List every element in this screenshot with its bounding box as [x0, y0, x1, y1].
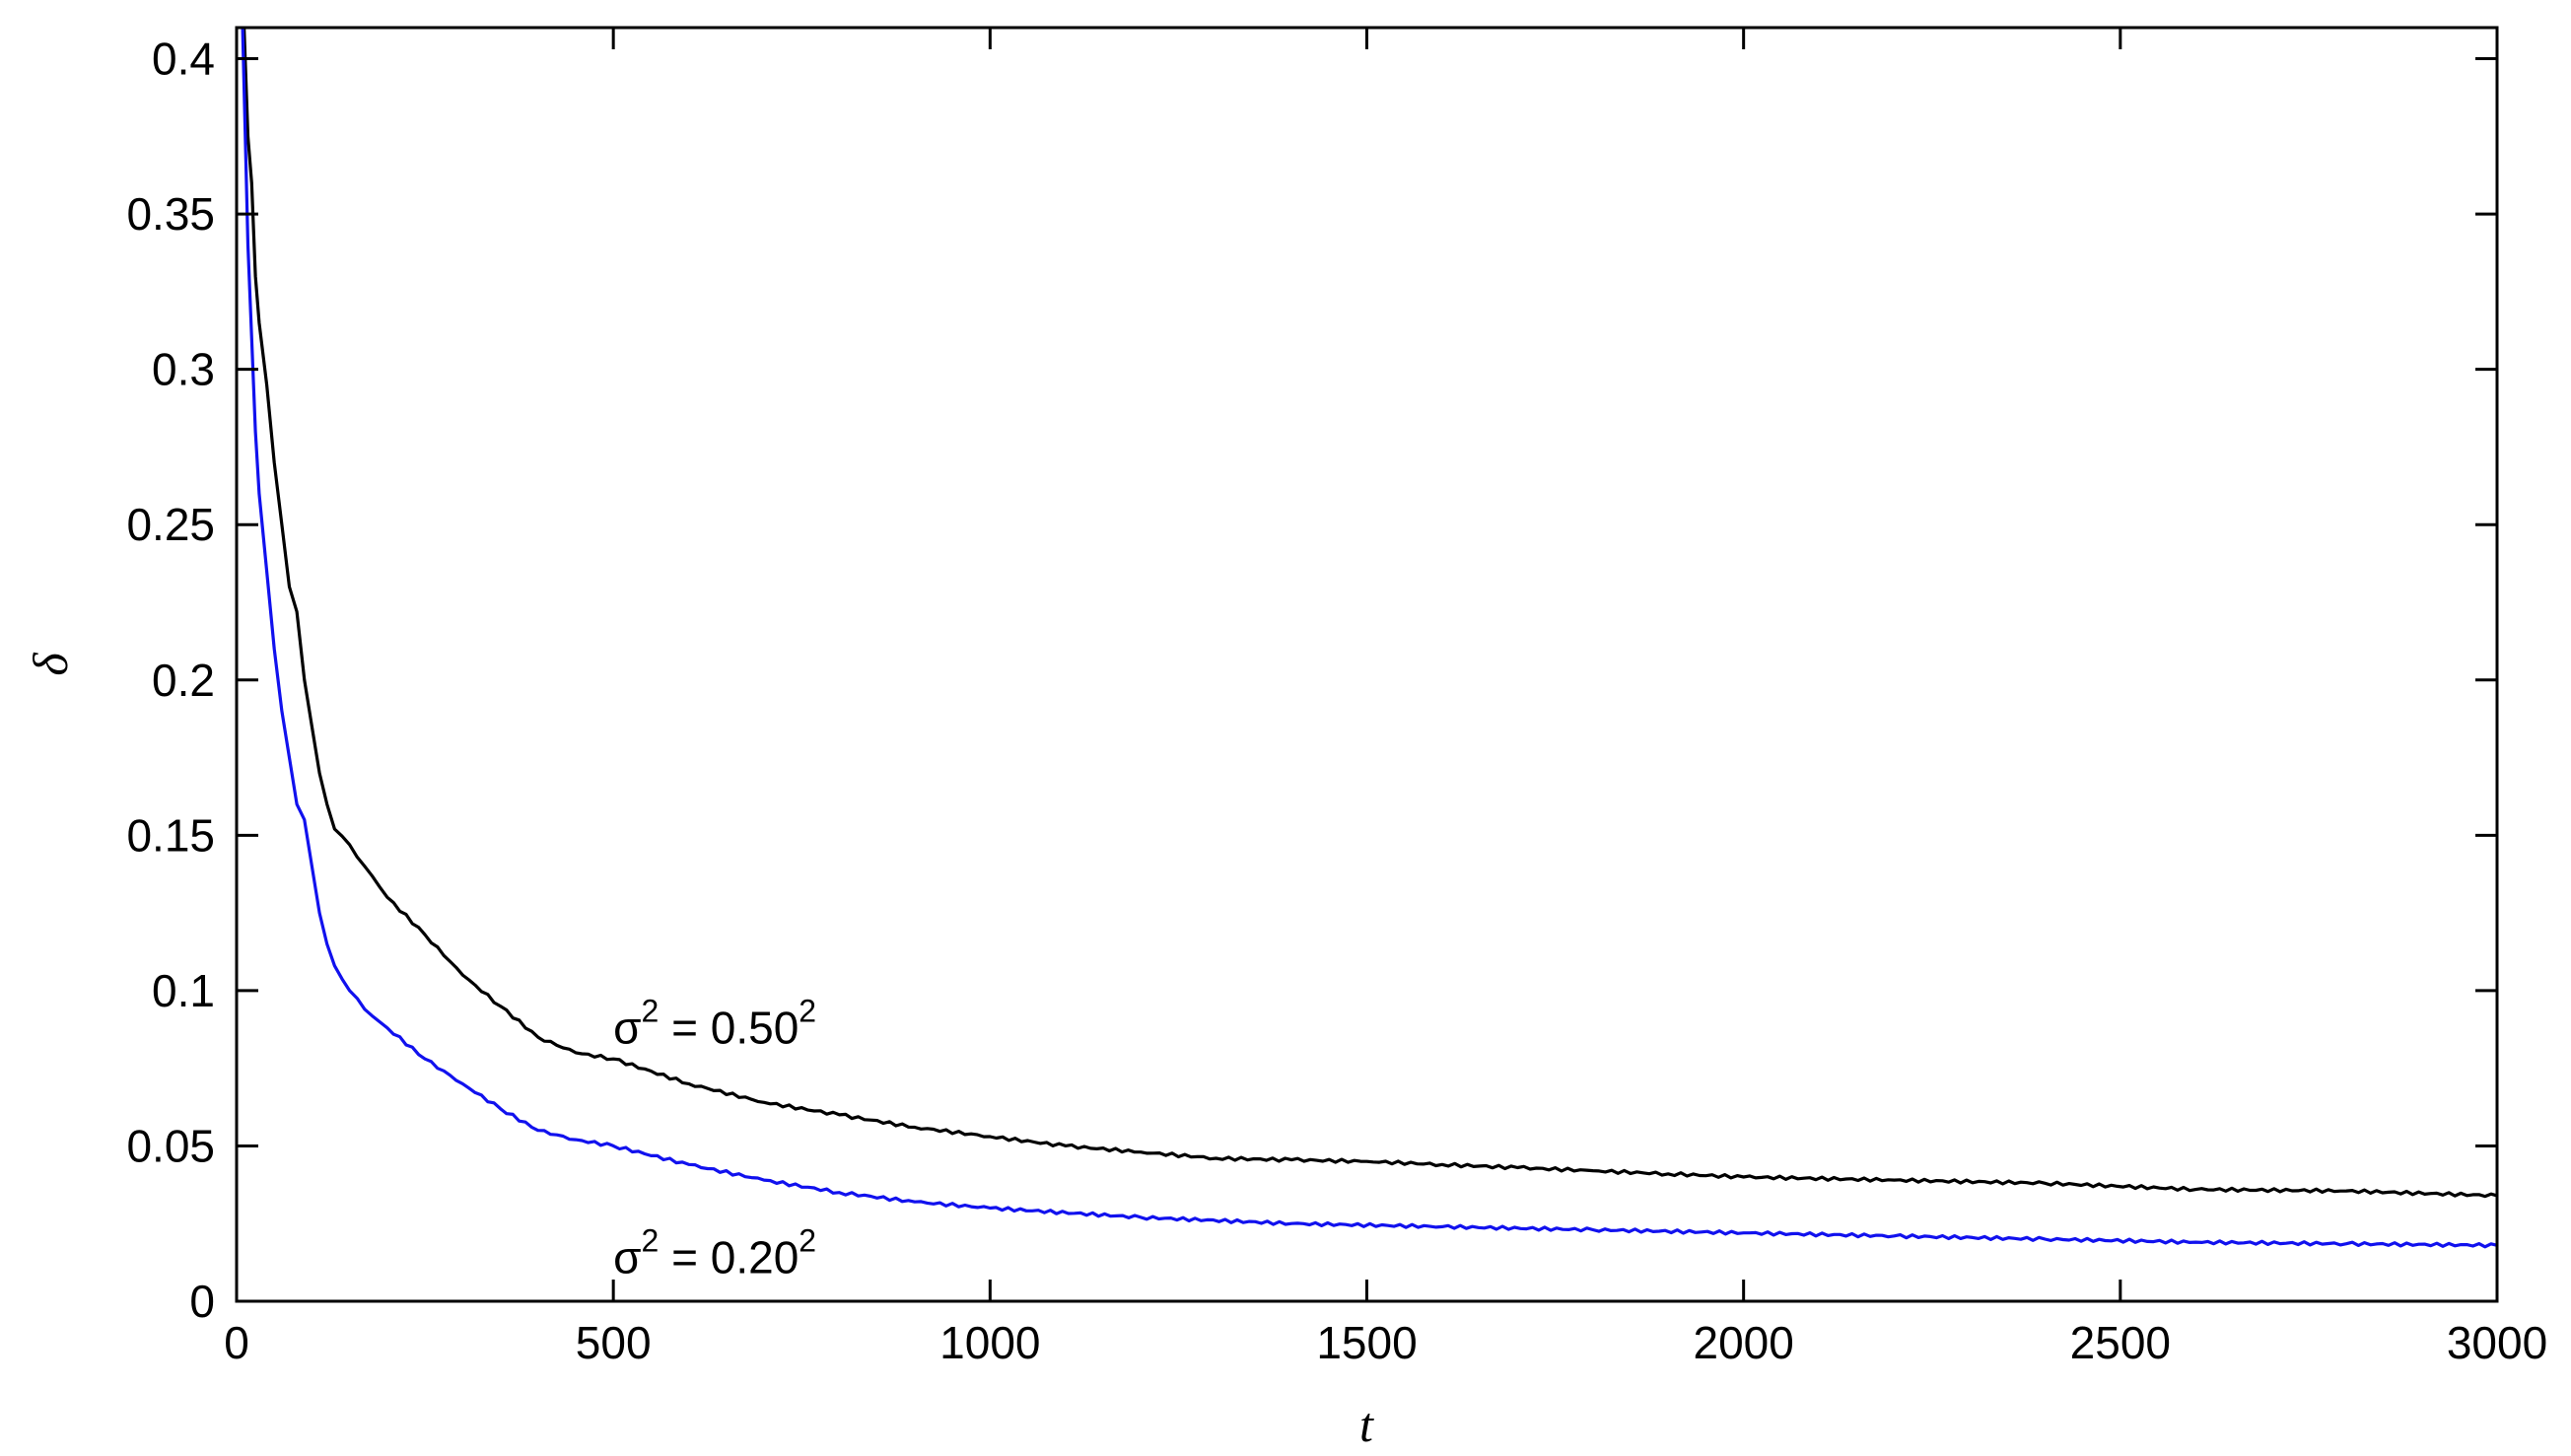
x-tick-label: 2500 — [2070, 1317, 2171, 1368]
series-annotation: σ2 = 0.202 — [613, 1223, 816, 1283]
plot-frame — [235, 26, 2499, 1303]
y-tick-label: 0.1 — [152, 965, 215, 1016]
x-tick-label: 1000 — [939, 1317, 1040, 1368]
y-tick-label: 0.35 — [126, 188, 215, 240]
y-tick-label: 0 — [189, 1276, 215, 1327]
y-tick-label: 0.4 — [152, 34, 215, 85]
y-axis-title: δ — [23, 653, 78, 676]
series-line-1 — [241, 27, 2498, 1249]
y-tick-label: 0.2 — [152, 655, 215, 706]
y-tick-label: 0.05 — [126, 1120, 215, 1171]
series-layer — [241, 27, 2498, 1249]
y-tick-label: 0.3 — [152, 344, 215, 395]
x-tick-label: 0 — [224, 1317, 249, 1368]
x-tick-label: 1500 — [1316, 1317, 1417, 1368]
annotation-layer: σ2 = 0.502 σ2 = 0.202 — [613, 993, 816, 1283]
plot-background — [237, 28, 2497, 1301]
y-tick-label: 0.25 — [126, 499, 215, 550]
series-line-0 — [243, 27, 2498, 1199]
label-layer: 0 500 1000 1500 2000 2500 3000 0 0.05 0.1 0.15 0.2 0… — [126, 34, 2547, 1368]
x-axis-title: t — [1359, 1397, 1374, 1452]
x-tick-label: 3000 — [2447, 1317, 2547, 1368]
series-annotation: σ2 = 0.502 — [613, 993, 816, 1053]
y-tick-label: 0.15 — [126, 809, 215, 861]
x-tick-label: 500 — [576, 1317, 652, 1368]
x-tick-label: 2000 — [1693, 1317, 1793, 1368]
